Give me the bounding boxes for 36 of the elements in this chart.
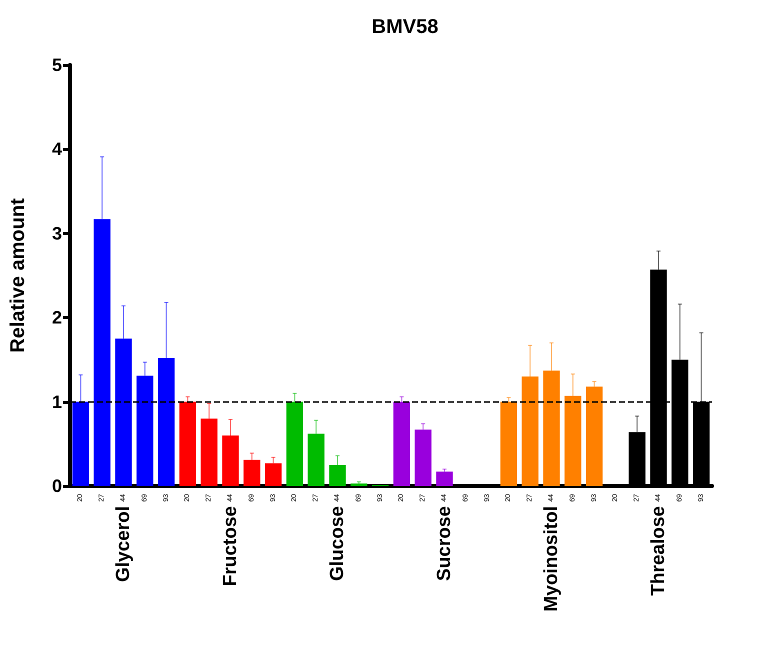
bar (136, 376, 154, 486)
bar (94, 219, 110, 486)
text: Glucose (327, 506, 348, 581)
bar (179, 402, 196, 486)
bar (72, 402, 90, 486)
bar (308, 434, 324, 486)
bar (286, 402, 304, 486)
bar (436, 472, 453, 486)
bar (564, 396, 582, 486)
y-axis-title: Relative amount (7, 198, 29, 353)
y-tick-label: 0 (52, 476, 62, 496)
bar (350, 483, 368, 486)
bar (264, 463, 282, 486)
bar (393, 402, 410, 486)
bar (115, 338, 132, 486)
y-tick-label: 1 (52, 392, 62, 412)
bar (222, 435, 239, 486)
y-tick-label: 2 (52, 308, 62, 328)
y-tick-label: 3 (52, 223, 62, 244)
text: Threalose (648, 506, 669, 596)
text: Myoinositol (541, 506, 562, 612)
text: Sucrose (434, 506, 455, 581)
text: Fructose (220, 506, 241, 586)
bar (586, 386, 603, 486)
bar (414, 430, 432, 486)
bar (329, 464, 346, 486)
bar (200, 418, 218, 486)
y-tick-label: 4 (52, 139, 62, 160)
bar (500, 402, 518, 486)
text: Glycerol (113, 506, 134, 582)
bar (522, 376, 538, 486)
bar (158, 358, 175, 486)
y-tick-label: 5 (52, 55, 62, 75)
bar (244, 460, 260, 486)
bar (543, 370, 560, 486)
chart-title: BMV58 (372, 16, 438, 38)
